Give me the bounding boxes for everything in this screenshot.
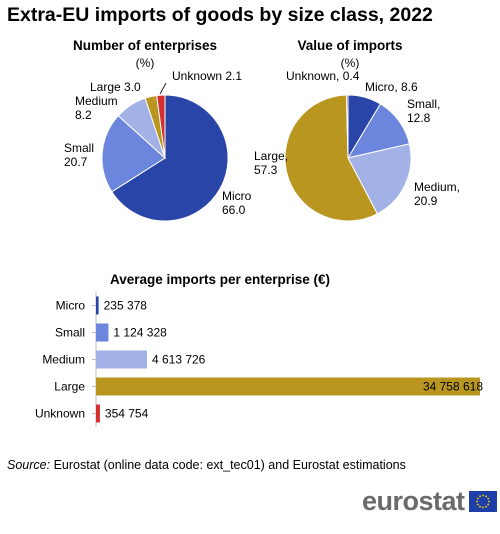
pie-imports-label-medium: Medium, xyxy=(414,180,460,194)
bar-average-imports: Micro 235 378 Small 1 124 328 Medium 4 613 72… xyxy=(35,292,483,427)
pie-enterprises-label-unknown: Unknown 2.1 xyxy=(172,69,242,83)
pie-enterprises-title: Number of enterprises xyxy=(72,38,218,53)
logo-text: eurostat xyxy=(362,486,465,516)
pie-imports-label-large-value: 57.3 xyxy=(254,163,278,177)
bar-large xyxy=(96,377,480,396)
pie-imports-unit: (%) xyxy=(340,56,360,70)
pie-enterprises-unit: (%) xyxy=(135,56,155,70)
eu-flag-icon xyxy=(468,491,497,512)
pie-imports-label-small-value: 12.8 xyxy=(407,111,431,125)
pie-enterprises-label-large: Large 3.0 xyxy=(90,80,141,94)
bar-value-large: 34 758 618 xyxy=(423,380,483,394)
bar-category-small: Small xyxy=(55,326,85,340)
pie-enterprises-label-small: Small xyxy=(64,141,94,155)
page-title: Extra-EU imports of goods by size class,… xyxy=(7,4,433,26)
bar-chart-title: Average imports per enterprise (€) xyxy=(109,272,331,287)
pie-imports: Micro, 8.6 Small,12.8 Medium,20.9 Large,57.… xyxy=(254,69,460,222)
pie-enterprises-label-micro: Micro xyxy=(222,189,252,203)
bar-medium xyxy=(96,350,147,369)
bar-unknown xyxy=(96,404,100,423)
pie-enterprises-label-small-value: 20.7 xyxy=(64,155,88,169)
pie-enterprises-slice-micro xyxy=(111,94,229,222)
pie-enterprises-label-medium-value: 8.2 xyxy=(75,108,92,122)
pie-imports-slice-unknown xyxy=(345,94,349,159)
pie-imports-title: Value of imports xyxy=(297,38,403,53)
bar-value-medium: 4 613 726 xyxy=(152,353,206,367)
bar-micro xyxy=(96,296,99,315)
pie-imports-label-unknown: Unknown, 0.4 xyxy=(286,69,360,83)
pie-imports-slice-medium xyxy=(347,143,412,215)
source-label: Source: xyxy=(7,458,51,472)
eurostat-logo: eurostat xyxy=(362,486,497,517)
pie-imports-slice-large xyxy=(284,94,378,222)
pie-imports-label-small: Small, xyxy=(407,97,440,111)
pie-enterprises-leader-unknown xyxy=(159,82,167,95)
bar-category-unknown: Unknown xyxy=(35,407,85,421)
pie-imports-label-large: Large, xyxy=(254,149,288,163)
bar-value-unknown: 354 754 xyxy=(105,407,149,421)
pie-enterprises-label-micro-value: 66.0 xyxy=(222,203,246,217)
pie-enterprises-slice-small xyxy=(101,115,166,193)
pie-imports-label-micro: Micro, 8.6 xyxy=(365,80,418,94)
source-text: Eurostat (online data code: ext_tec01) a… xyxy=(53,458,406,472)
bar-category-medium: Medium xyxy=(42,353,85,367)
bar-small xyxy=(96,323,109,342)
pie-imports-label-medium-value: 20.9 xyxy=(414,194,438,208)
source-note: Source: Eurostat (online data code: ext_… xyxy=(7,458,406,472)
bar-value-small: 1 124 328 xyxy=(113,326,167,340)
bar-value-micro: 235 378 xyxy=(104,299,148,313)
bar-category-micro: Micro xyxy=(56,299,86,313)
pie-enterprises-label-medium: Medium xyxy=(75,94,118,108)
pie-enterprises-slice-unknown xyxy=(156,94,166,159)
bar-category-large: Large xyxy=(54,380,85,394)
